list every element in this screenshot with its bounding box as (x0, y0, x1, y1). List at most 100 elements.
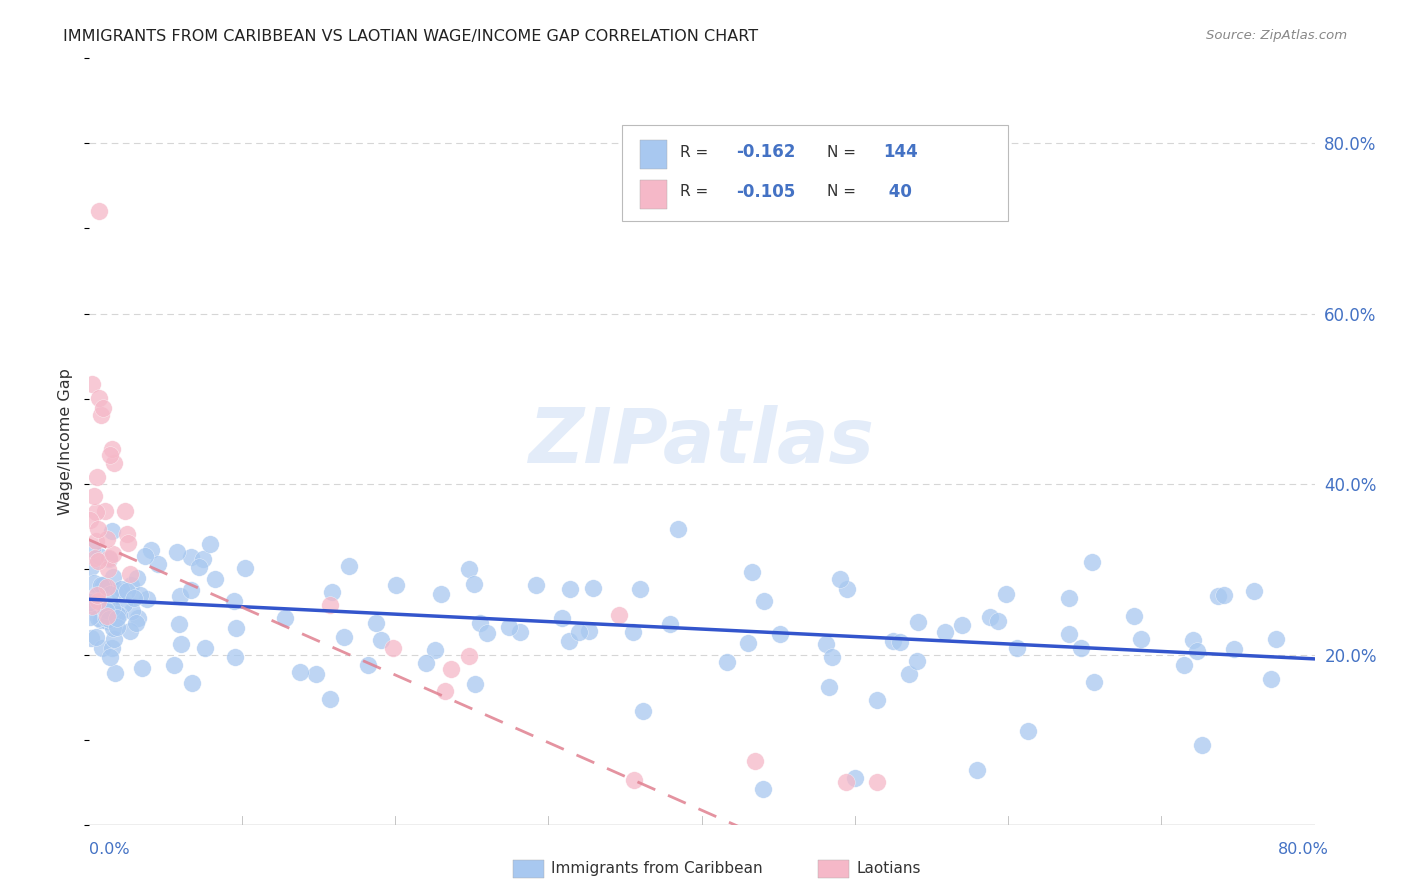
Point (898, 667, 921, 681)
Point (80, 560, 103, 574)
Point (1123, 608, 1146, 623)
Text: -0.105: -0.105 (735, 183, 796, 201)
Point (1017, 723, 1039, 738)
Point (84, 630, 107, 644)
Point (818, 680, 841, 694)
Point (889, 634, 911, 648)
Point (163, 658, 186, 673)
Point (370, 632, 392, 647)
Point (98, 612, 121, 626)
Point (169, 616, 191, 631)
Point (103, 632, 125, 647)
Point (103, 621, 125, 635)
Point (188, 560, 211, 574)
Point (193, 551, 215, 566)
Point (225, 621, 247, 635)
Point (1130, 632, 1153, 647)
Point (741, 565, 763, 579)
Point (104, 665, 127, 680)
Point (1243, 584, 1265, 599)
Point (86, 534, 108, 549)
Point (80, 631, 103, 645)
Point (1212, 588, 1234, 602)
Point (79, 513, 101, 527)
Point (108, 607, 131, 622)
Point (458, 561, 481, 575)
Point (139, 542, 162, 557)
Point (110, 582, 132, 596)
Point (112, 597, 135, 611)
Point (288, 665, 311, 679)
Point (1187, 644, 1209, 658)
Point (96, 580, 118, 594)
Point (524, 578, 547, 592)
Point (94, 603, 117, 617)
Point (148, 557, 170, 571)
Point (97, 561, 120, 575)
Point (464, 677, 486, 691)
Point (907, 615, 929, 629)
Point (181, 675, 204, 690)
Point (609, 608, 631, 623)
Point (470, 615, 492, 630)
Point (1080, 555, 1102, 569)
Point (131, 661, 153, 675)
Point (166, 545, 188, 559)
Point (96, 532, 118, 546)
Point (115, 584, 138, 599)
Point (114, 503, 136, 517)
Point (621, 624, 644, 639)
Point (198, 537, 221, 551)
Point (98, 649, 121, 664)
Point (82, 542, 104, 557)
Point (1005, 641, 1028, 656)
Point (96, 609, 118, 624)
Bar (640, 140, 668, 169)
Point (769, 627, 792, 641)
Point (104, 604, 127, 618)
Point (194, 641, 217, 656)
Point (87, 549, 110, 564)
Point (103, 547, 125, 561)
Point (987, 614, 1010, 628)
Point (475, 626, 498, 640)
Text: 80.0%: 80.0% (1278, 842, 1329, 856)
Text: IMMIGRANTS FROM CARIBBEAN VS LAOTIAN WAGE/INCOME GAP CORRELATION CHART: IMMIGRANTS FROM CARIBBEAN VS LAOTIAN WAG… (63, 29, 758, 44)
Point (1057, 591, 1080, 605)
Point (79, 595, 101, 609)
Text: 144: 144 (883, 144, 918, 161)
Text: Source: ZipAtlas.com: Source: ZipAtlas.com (1206, 29, 1347, 42)
Point (103, 456, 125, 470)
Point (83, 489, 105, 503)
Point (321, 585, 343, 599)
Point (96, 602, 118, 616)
Point (1260, 673, 1282, 687)
Point (87, 522, 110, 536)
Point (382, 640, 405, 655)
Point (830, 572, 852, 586)
Point (1223, 642, 1246, 657)
Text: -0.162: -0.162 (735, 144, 796, 161)
Point (94, 504, 117, 518)
Point (94, 611, 117, 625)
Text: 0.0%: 0.0% (89, 842, 129, 856)
Point (385, 578, 408, 592)
Point (458, 649, 481, 664)
Point (623, 773, 645, 788)
Point (357, 657, 380, 672)
Point (233, 561, 256, 575)
Point (86, 588, 108, 602)
Point (882, 634, 904, 648)
Point (837, 582, 859, 596)
Point (430, 587, 453, 601)
Point (127, 611, 149, 625)
Point (118, 624, 141, 638)
Point (1057, 627, 1080, 641)
Point (333, 631, 356, 645)
Point (628, 582, 651, 597)
Point (744, 754, 766, 768)
Text: 40: 40 (883, 183, 912, 201)
Point (89, 391, 111, 405)
Point (91, 401, 114, 416)
Point (90, 409, 112, 423)
